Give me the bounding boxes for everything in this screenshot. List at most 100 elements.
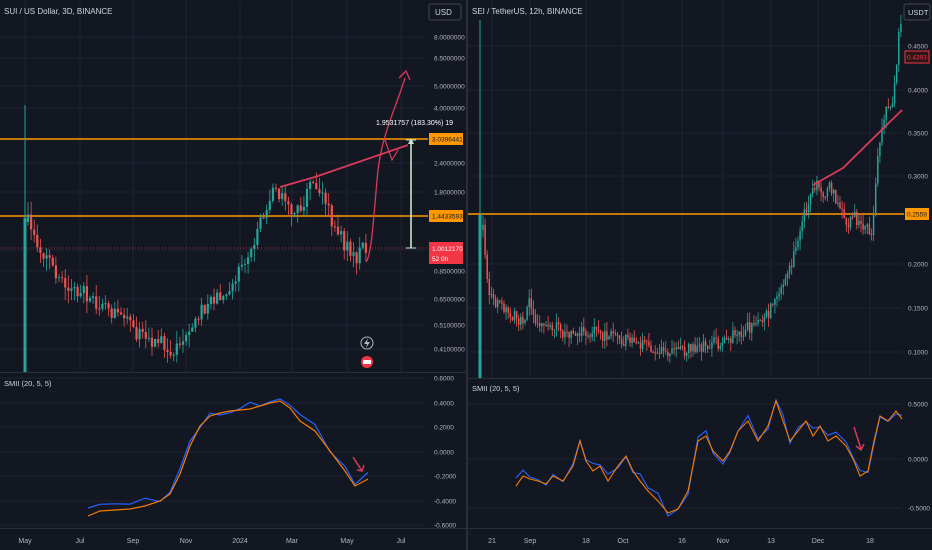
candle [36,224,39,252]
candle [293,211,296,218]
candle [856,208,858,230]
candle [234,275,237,292]
candle [268,189,271,214]
candle [727,336,730,344]
candle [877,148,879,187]
candle [730,336,732,352]
level-badge-label: 0.2559 [907,212,927,219]
range-measure-tool[interactable] [406,138,416,249]
candle [312,179,315,184]
candle [898,28,900,72]
candle [847,218,850,234]
left-price-pane[interactable]: 3.0396441 1.4433593 1.0012170 52 0h 8.00000… [0,0,466,372]
right-time-axis[interactable]: 21 Sep 18 Oct 16 Nov 13 Dec 18 [468,528,932,550]
candle [88,295,92,303]
candle [635,336,638,345]
candle [900,14,902,38]
candle [692,341,694,357]
candle [346,231,349,261]
candle [488,271,491,305]
time-label: Jul [397,538,406,545]
candle [340,225,343,243]
down-arrow-annotation[interactable] [853,426,865,452]
left-indicator-axis[interactable]: 0.6000 0.4000 0.2000 0.0000 -0.2000 -0.4000 -0… [434,376,456,529]
candle [616,332,619,345]
right-indicator-pane[interactable]: 0.5000 0.0000 -0.5000 SMII (20, 5, 5) [468,379,932,528]
candle [679,337,682,351]
right-currency-label: USDT [908,8,929,17]
candle [784,274,787,287]
candle [553,329,556,339]
candle [543,323,545,334]
chart-split-divider[interactable] [466,0,468,550]
candle [284,186,287,211]
candle [541,322,543,333]
candle [595,326,598,337]
price-tick: 5.0000000 [434,84,465,91]
candle [761,314,764,327]
left-indicator-pane[interactable]: 0.6000 0.4000 0.2000 0.0000 -0.2000 -0.4000 -0… [0,373,466,528]
candle [181,328,185,353]
candle [157,329,160,348]
candle [643,336,646,345]
down-arrow-annotation[interactable] [352,456,365,472]
right-currency-button[interactable]: USDT [903,3,931,21]
time-label: 18 [866,538,874,545]
left-time-axis[interactable]: May Jul Sep Nov 2024 Mar May Jul [0,528,466,550]
time-label: 2024 [232,538,248,545]
candle [185,331,188,346]
candle [222,294,225,304]
candle [302,195,305,216]
candle [774,297,776,314]
right-pane-divider[interactable] [468,378,932,379]
indicator-tick: -0.2000 [434,474,456,481]
trend-line[interactable] [279,144,409,188]
candle [57,274,61,283]
candle [835,189,837,205]
candle [709,339,711,350]
candle [809,193,812,213]
candle [887,98,890,110]
trend-line[interactable] [812,109,903,186]
right-indicator-axis[interactable]: 0.5000 0.0000 -0.5000 [908,402,930,513]
lightning-icon[interactable] [360,336,374,350]
left-currency-button[interactable]: USD [428,3,462,21]
candle [212,288,216,311]
projection-arrow[interactable] [365,77,406,263]
candle [790,258,793,275]
candle [73,281,76,301]
indicator-tick: 0.5000 [908,402,928,409]
candle [704,337,707,354]
left-price-axis[interactable]: 8.0000000 6.5000000 5.0000000 4.0000000 2.40… [434,35,465,354]
right-price-axis[interactable]: 0.4500 0.4000 0.3500 0.3000 0.2000 0.1500 0.10… [908,44,928,357]
candle [61,271,64,283]
candle [98,295,101,316]
flag-icon[interactable] [361,356,373,368]
price-tick: 6.5000000 [434,56,465,63]
candle [604,323,606,350]
candle [333,220,336,233]
current-price-badge: 0.4393 [904,50,930,64]
candle [713,330,715,345]
candle [811,179,814,198]
candle [119,307,123,315]
candle [484,218,486,259]
level-badge-label: 1.4433593 [432,214,463,221]
right-price-pane[interactable]: 0.2559 0.4393 0.4500 0.4000 0.3500 0.3000 0.2… [468,0,932,378]
candle [763,312,766,331]
current-price-badge: 1.0012170 52 0h [429,242,463,264]
candle [641,332,644,353]
candle [517,314,520,332]
candle [826,186,829,202]
candle [355,251,358,275]
candle [95,285,98,315]
current-price-countdown: 52 0h [432,256,449,263]
candle [744,323,747,337]
left-pane-divider[interactable] [0,372,466,373]
price-tick: 0.3000 [908,174,928,181]
candle [587,331,589,340]
candle [851,212,854,221]
candle [154,338,157,348]
candle [271,183,274,204]
